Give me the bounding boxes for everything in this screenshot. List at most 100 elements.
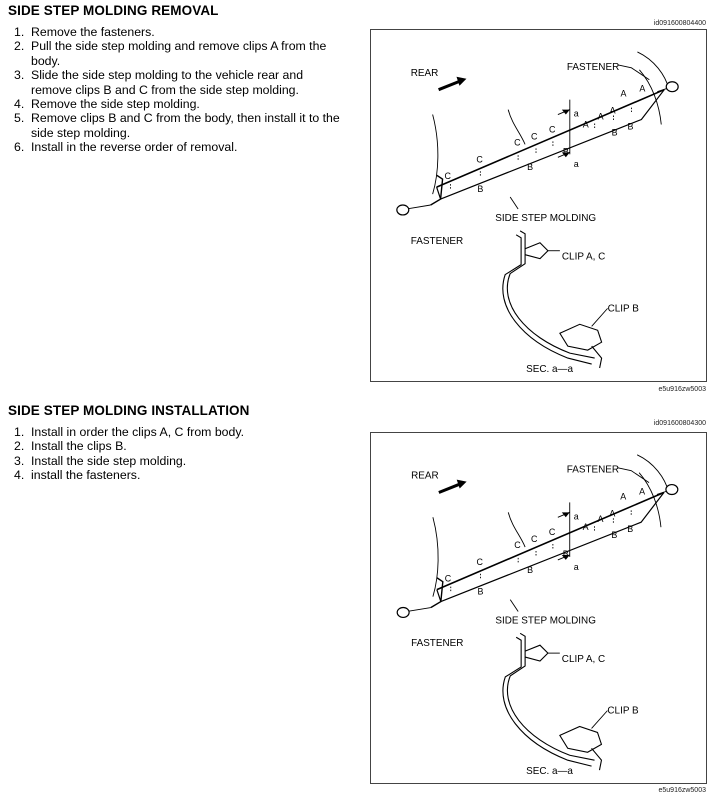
clip-a-c-label: CLIP A, C — [562, 252, 605, 263]
clip-c-letter: C — [445, 171, 452, 181]
installation-doc-id: id091600804300 — [653, 420, 706, 427]
body-outline — [507, 109, 526, 145]
step-item: 1. Remove the fasteners. — [14, 25, 155, 39]
clip-a-letter: A — [639, 486, 645, 496]
rear-arrow-icon — [438, 80, 460, 92]
installation-section: SIDE STEP MOLDING INSTALLATION id0916008… — [0, 400, 712, 800]
clip-b-leader — [591, 710, 608, 729]
body-outline — [639, 69, 662, 125]
section-mark-letter: a — [574, 109, 579, 119]
step-item: 3. Install the side step molding. — [14, 453, 187, 468]
clip-a-letter: A — [621, 89, 627, 99]
rear-label: REAR — [411, 68, 439, 79]
rear-arrowhead-icon — [456, 479, 467, 489]
section-label: SEC. a—a — [526, 766, 573, 777]
installation-figure: REAR FASTENER FASTENER SIDE STEP MOLDING… — [370, 432, 707, 784]
clip-a-letter: A — [639, 84, 645, 94]
clip-b-leader — [591, 308, 608, 327]
removal-doc-id: id091600804400 — [653, 20, 706, 27]
step-item: 5. Remove clips B and C from the body, th… — [14, 111, 340, 140]
body-outline — [638, 472, 662, 528]
clip-b-letter: B — [527, 565, 533, 575]
installation-heading: SIDE STEP MOLDING INSTALLATION — [8, 403, 250, 418]
molding-strip — [440, 89, 665, 200]
clip-a-letter: A — [583, 522, 589, 532]
section-mark-letter: a — [574, 511, 579, 521]
clip-a-c-shape — [524, 644, 549, 662]
removal-heading: SIDE STEP MOLDING REMOVAL — [8, 3, 219, 18]
clip-b-label: CLIP B — [608, 303, 640, 314]
rear-arrowhead-icon — [456, 76, 467, 86]
clip-b-letter: B — [527, 162, 533, 172]
clip-a-letter: A — [583, 119, 589, 129]
section-mark-letter: a — [574, 159, 579, 169]
clip-c-letter: C — [514, 137, 521, 147]
molding-strip — [436, 491, 665, 591]
fastener-left-label: FASTENER — [411, 236, 463, 247]
end-bracket — [430, 174, 444, 206]
clip-c-letter: C — [445, 574, 452, 584]
body-outline — [432, 114, 439, 195]
clip-a-c-label: CLIP A, C — [562, 654, 605, 665]
section-label: SEC. a—a — [526, 364, 573, 375]
side-step-molding-label: SIDE STEP MOLDING — [495, 615, 596, 626]
fastener-left-line — [406, 204, 431, 210]
body-outline — [432, 517, 439, 597]
molding-strip — [440, 492, 665, 603]
step-item: 4. Remove the side step molding. — [14, 97, 200, 112]
fastener-right-icon — [665, 483, 679, 496]
clip-c-letter: C — [514, 540, 521, 550]
fastener-left-line — [407, 607, 431, 612]
clip-b-shape — [559, 725, 603, 753]
end-bracket — [430, 577, 444, 609]
molding-diagram: REAR FASTENER FASTENER SIDE STEP MOLDING… — [396, 454, 679, 777]
clip-b-label: CLIP B — [607, 706, 639, 717]
molding-leader — [509, 599, 519, 612]
clip-c-letter: C — [531, 131, 538, 141]
fastener-left-icon — [396, 204, 410, 216]
molding-leader — [509, 196, 519, 210]
step-item: 4. install the fasteners. — [14, 468, 141, 483]
section-profile — [506, 230, 595, 359]
clip-b-letter: B — [627, 121, 633, 131]
removal-figure: REAR FASTENER FASTENER SIDE STEP MOLDING… — [370, 29, 707, 382]
step-item: 3. Slide the side step molding to the veh… — [14, 68, 304, 97]
clip-b-letter: B — [563, 146, 569, 156]
section-mark-letter: a — [574, 562, 579, 572]
fastener-left-label: FASTENER — [411, 638, 463, 649]
installation-steps: 1. Install in order the clips A, C from b… — [14, 425, 344, 483]
fastener-left-icon — [396, 606, 410, 619]
rear-label: REAR — [411, 471, 439, 482]
clip-a-letter: A — [598, 112, 604, 122]
side-step-molding-label: SIDE STEP MOLDING — [495, 213, 596, 224]
clip-b-letter: B — [612, 127, 618, 137]
molding-diagram: REAR FASTENER FASTENER SIDE STEP MOLDING… — [396, 51, 679, 375]
clip-a-letter: A — [620, 491, 626, 501]
clip-a-letter: A — [597, 514, 603, 524]
fastener-right-label: FASTENER — [567, 465, 619, 476]
clip-b-shape — [559, 323, 603, 351]
clip-a-letter: A — [609, 508, 615, 518]
molding-strip — [436, 88, 665, 188]
step-item: 1. Install in order the clips A, C from b… — [14, 425, 245, 439]
step-item: 2. Install the clips B. — [14, 439, 127, 454]
clip-a-c-shape — [524, 242, 549, 260]
clip-c-letter: C — [476, 154, 483, 164]
fastener-right-label: FASTENER — [567, 62, 619, 73]
step-item: 6. Install in the reverse order of remova… — [14, 140, 238, 155]
step-item: 2. Pull the side step molding and remove … — [14, 39, 327, 68]
section-profile — [506, 632, 595, 761]
clip-a-letter: A — [610, 106, 616, 116]
clip-c-letter: C — [549, 527, 556, 537]
body-outline — [507, 512, 526, 548]
removal-section: SIDE STEP MOLDING REMOVAL id091600804400… — [8, 3, 707, 393]
installation-figure-code: e5u916zw5003 — [658, 787, 707, 794]
clip-b-letter: B — [563, 549, 569, 559]
removal-figure-code: e5u916zw5003 — [658, 386, 707, 393]
clip-c-letter: C — [549, 124, 556, 134]
removal-steps: 1. Remove the fasteners. 2. Pull the side … — [14, 25, 344, 155]
clip-b-letter: B — [611, 530, 617, 540]
rear-arrow-icon — [438, 483, 460, 494]
clip-b-letter: B — [478, 587, 484, 597]
clip-c-letter: C — [477, 557, 484, 567]
